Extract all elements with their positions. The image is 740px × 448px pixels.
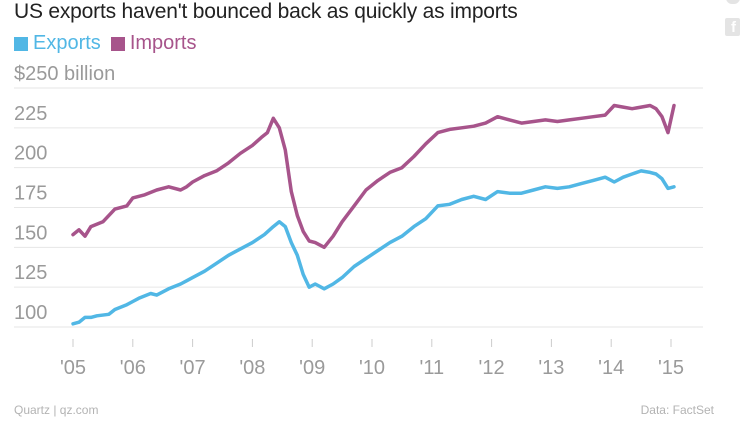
y-tick-label-250: $250 billion — [14, 63, 115, 85]
y-tick-label-100: 100 — [14, 302, 47, 324]
footer-data-credit: Data: FactSet — [640, 403, 714, 417]
x-axis: '05 '06 '07 '08 '09 '10 '11 '12 '13 '14 '15 — [60, 339, 684, 379]
legend-swatch-imports — [110, 36, 125, 51]
series-lines — [71, 103, 676, 326]
x-tick-label-2006: '06 — [120, 357, 146, 379]
x-tick-label-2005: '05 — [60, 357, 86, 379]
chart-title: US exports haven't bounced back as quick… — [14, 0, 518, 23]
grid-lines — [14, 87, 703, 328]
series-line-exports — [71, 169, 676, 326]
y-axis: 100 125 150 175 200 225 $250 billion — [14, 63, 115, 324]
x-tick-label-2014: '14 — [598, 357, 624, 379]
legend-swatch-exports — [14, 36, 28, 51]
x-tick-label-2008: '08 — [239, 357, 265, 379]
x-tick-label-2007: '07 — [180, 357, 206, 379]
x-tick-label-2013: '13 — [538, 357, 564, 379]
x-tick-label-2009: '09 — [299, 357, 325, 379]
x-tick-label-2012: '12 — [479, 357, 505, 379]
footer-source: Quartz | qz.com — [14, 403, 99, 417]
facebook-icon[interactable]: f — [725, 18, 740, 36]
facebook-glyph: f — [731, 19, 736, 36]
legend: Exports Imports — [14, 32, 207, 55]
legend-item-imports: Imports — [110, 32, 197, 55]
y-tick-label-175: 175 — [14, 183, 47, 205]
y-tick-label-225: 225 — [14, 103, 47, 125]
legend-label-exports: Exports — [33, 32, 101, 54]
x-tick-label-2015: '15 — [658, 357, 684, 379]
legend-label-imports: Imports — [129, 32, 197, 54]
y-tick-label-150: 150 — [14, 222, 47, 244]
series-line-imports — [71, 103, 676, 250]
legend-item-exports: Exports — [14, 32, 101, 55]
y-tick-label-200: 200 — [14, 143, 47, 165]
twitter-icon[interactable] — [726, 0, 740, 4]
y-tick-label-125: 125 — [14, 262, 47, 284]
x-tick-label-2011: '11 — [420, 357, 445, 379]
x-tick-label-2010: '10 — [359, 357, 385, 379]
